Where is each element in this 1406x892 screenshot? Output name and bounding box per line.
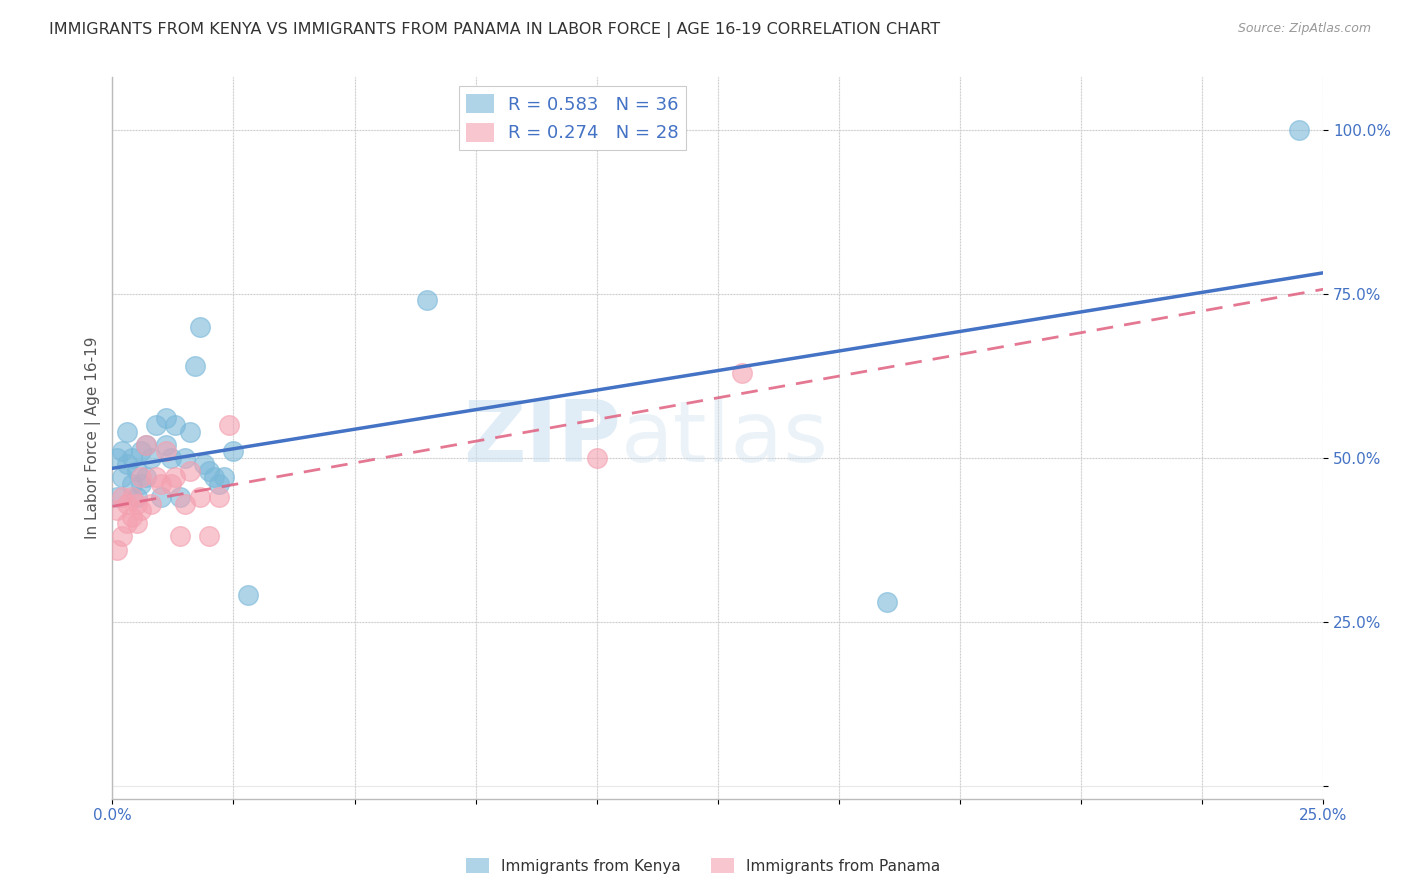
Point	[202, 470, 225, 484]
Point	[193, 458, 215, 472]
Point	[125, 490, 148, 504]
Point	[125, 464, 148, 478]
Point	[115, 458, 138, 472]
Point	[145, 417, 167, 432]
Point	[121, 509, 143, 524]
Point	[111, 529, 134, 543]
Point	[222, 444, 245, 458]
Text: IMMIGRANTS FROM KENYA VS IMMIGRANTS FROM PANAMA IN LABOR FORCE | AGE 16-19 CORRE: IMMIGRANTS FROM KENYA VS IMMIGRANTS FROM…	[49, 22, 941, 38]
Point	[165, 470, 187, 484]
Point	[121, 450, 143, 465]
Point	[184, 359, 207, 373]
Y-axis label: In Labor Force | Age 16-19: In Labor Force | Age 16-19	[86, 337, 101, 540]
Point	[169, 529, 191, 543]
Point	[149, 490, 172, 504]
Point	[188, 319, 211, 334]
Point	[218, 417, 240, 432]
Point	[416, 293, 439, 308]
Point	[1288, 123, 1310, 137]
Point	[105, 450, 128, 465]
Point	[111, 444, 134, 458]
Point	[169, 490, 191, 504]
Point	[188, 490, 211, 504]
Point	[159, 450, 181, 465]
Point	[125, 516, 148, 531]
Point	[198, 464, 221, 478]
Point	[174, 497, 197, 511]
Point	[141, 450, 163, 465]
Point	[731, 366, 754, 380]
Point	[115, 497, 138, 511]
Text: Source: ZipAtlas.com: Source: ZipAtlas.com	[1237, 22, 1371, 36]
Point	[121, 490, 143, 504]
Point	[111, 490, 134, 504]
Point	[115, 516, 138, 531]
Point	[198, 529, 221, 543]
Point	[165, 417, 187, 432]
Point	[105, 542, 128, 557]
Point	[131, 444, 153, 458]
Point	[141, 497, 163, 511]
Point	[145, 470, 167, 484]
Point	[212, 470, 235, 484]
Point	[111, 470, 134, 484]
Point	[585, 450, 607, 465]
Point	[135, 437, 157, 451]
Point	[131, 477, 153, 491]
Legend: Immigrants from Kenya, Immigrants from Panama: Immigrants from Kenya, Immigrants from P…	[460, 852, 946, 880]
Point	[236, 589, 259, 603]
Point	[155, 444, 177, 458]
Point	[155, 437, 177, 451]
Point	[159, 477, 181, 491]
Point	[131, 470, 153, 484]
Point	[131, 503, 153, 517]
Point	[876, 595, 898, 609]
Point	[105, 503, 128, 517]
Point	[179, 425, 201, 439]
Point	[135, 470, 157, 484]
Point	[135, 437, 157, 451]
Point	[105, 490, 128, 504]
Text: ZIP: ZIP	[463, 397, 621, 480]
Legend: R = 0.583   N = 36, R = 0.274   N = 28: R = 0.583 N = 36, R = 0.274 N = 28	[460, 87, 686, 150]
Point	[208, 477, 231, 491]
Point	[208, 490, 231, 504]
Point	[155, 411, 177, 425]
Point	[115, 425, 138, 439]
Text: atlas: atlas	[621, 397, 830, 480]
Point	[125, 497, 148, 511]
Point	[121, 477, 143, 491]
Point	[179, 464, 201, 478]
Point	[174, 450, 197, 465]
Point	[149, 477, 172, 491]
